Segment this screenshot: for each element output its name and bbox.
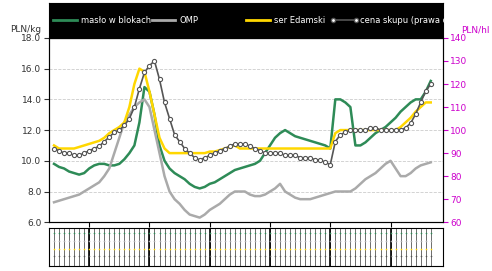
Text: masło w blokach: masło w blokach xyxy=(81,16,151,25)
Text: OMP: OMP xyxy=(179,16,198,25)
Text: ser Edamski: ser Edamski xyxy=(274,16,325,25)
Text: PLN/hl: PLN/hl xyxy=(461,25,490,34)
Text: cena skupu (prawa oś): cena skupu (prawa oś) xyxy=(360,15,456,25)
Text: PLN/kg: PLN/kg xyxy=(10,25,41,34)
